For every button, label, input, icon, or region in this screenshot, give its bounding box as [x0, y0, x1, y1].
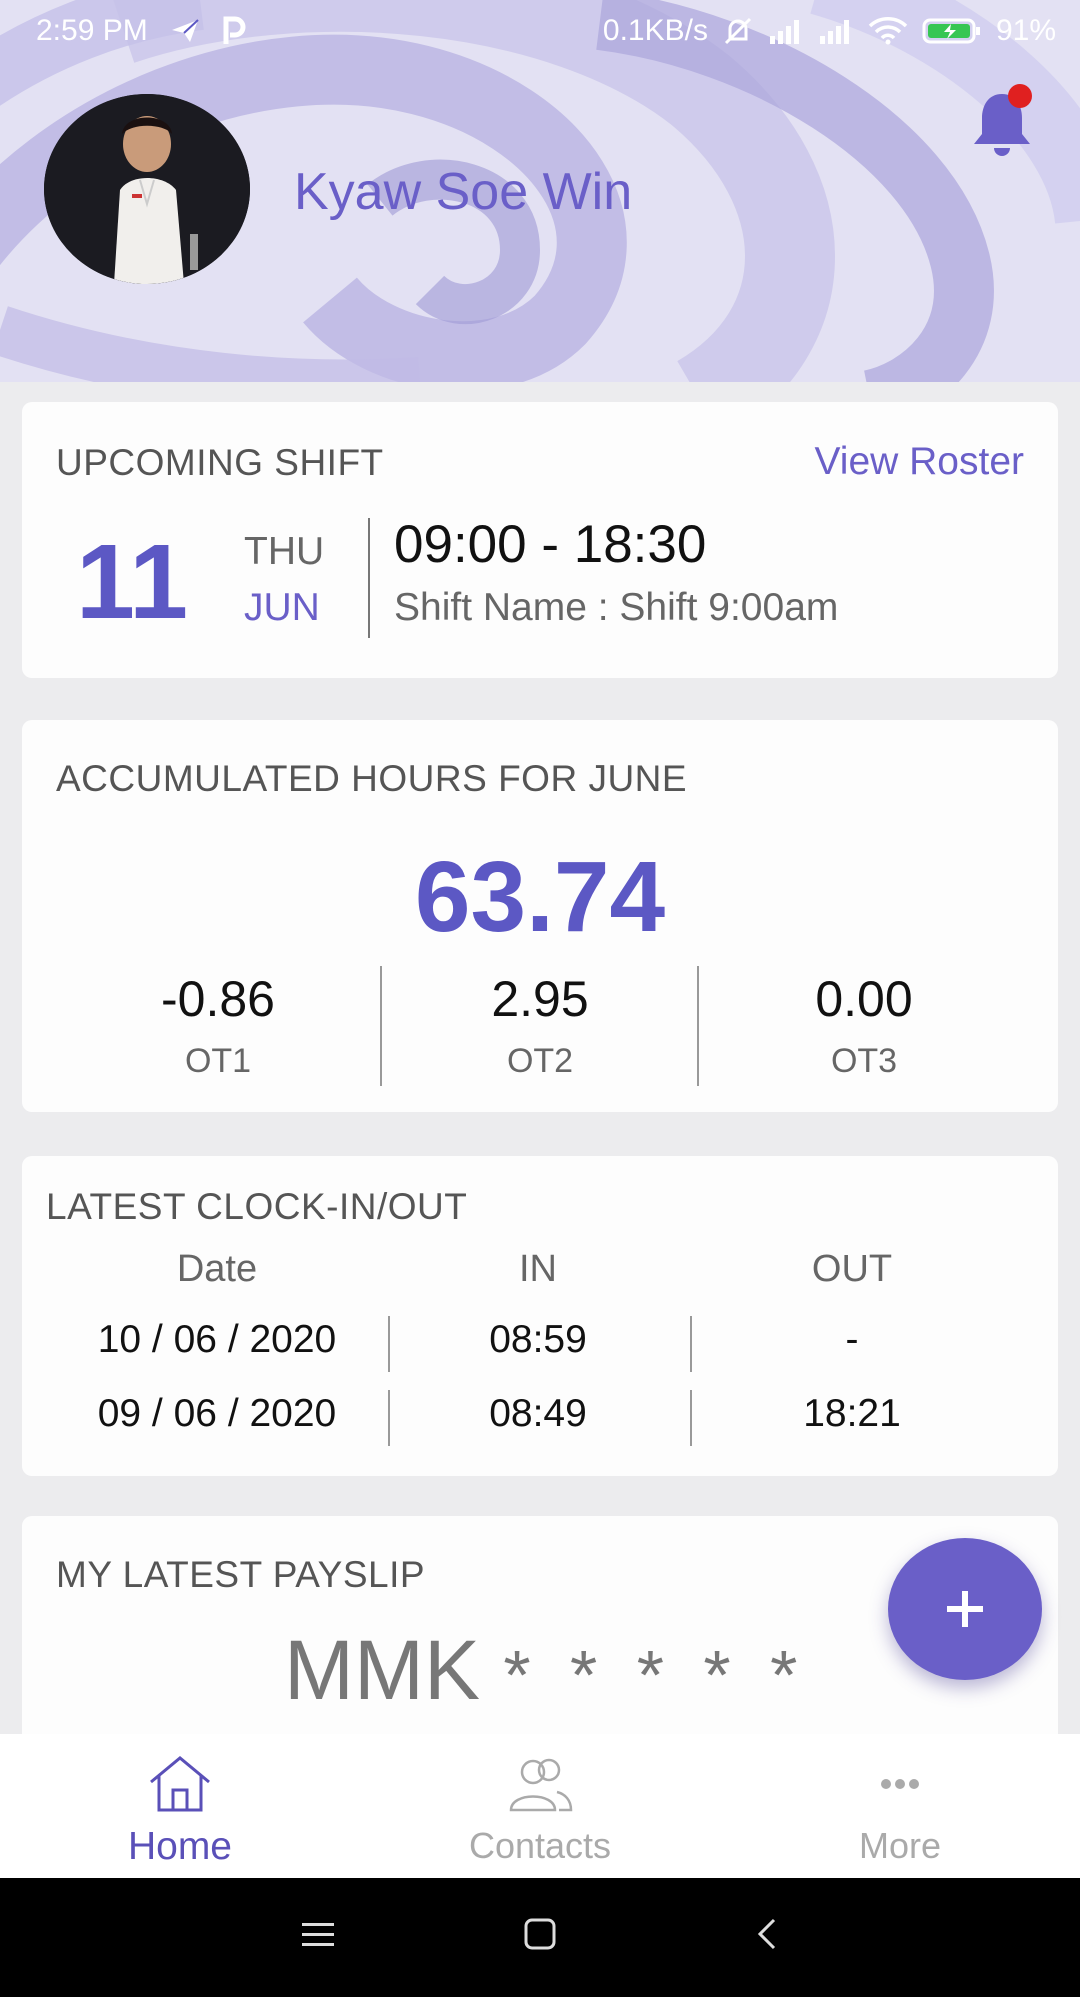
nav-contacts-label: Contacts	[468, 1825, 612, 1866]
row-out: 18:21	[803, 1392, 901, 1435]
avatar[interactable]	[44, 94, 250, 284]
divider	[380, 966, 382, 1086]
notification-dot	[1008, 84, 1032, 108]
shift-time-range: 09:00 - 18:30	[394, 515, 707, 574]
ot3-value: 0.00	[815, 971, 913, 1027]
total-hours: 63.74	[414, 841, 666, 953]
row-in: 08:59	[489, 1318, 587, 1361]
p-icon	[222, 16, 246, 46]
more-icon	[881, 1779, 919, 1789]
profile-header: 2:59 PM 0.1KB/s 9	[0, 0, 1080, 382]
bottom-navigation: Home Contacts More	[0, 1734, 1080, 1878]
divider	[697, 966, 699, 1086]
accumulated-hours-card[interactable]: ACCUMULATED HOURS FOR JUNE 63.74 -0.86 O…	[22, 720, 1058, 1112]
divider	[368, 518, 370, 638]
bell-icon	[974, 84, 1032, 156]
add-button[interactable]	[888, 1538, 1042, 1680]
ot1-column: -0.86 OT1	[58, 970, 378, 1081]
ot1-label: OT1	[184, 1042, 252, 1080]
system-navigation-bar	[0, 1878, 1080, 1997]
menu-button[interactable]	[298, 1914, 338, 1959]
column-header-date: Date	[176, 1248, 258, 1290]
ot2-label: OT2	[506, 1042, 574, 1080]
avatar-photo	[44, 94, 250, 284]
row-date: 09 / 06 / 2020	[97, 1392, 337, 1435]
home-icon	[150, 1756, 210, 1812]
payslip-title: MY LATEST PAYSLIP	[56, 1554, 426, 1595]
shift-month: JUN	[244, 586, 320, 629]
ot1-value: -0.86	[161, 971, 275, 1027]
contacts-icon	[509, 1758, 573, 1812]
row-out: -	[845, 1318, 859, 1361]
shift-weekday: THU	[244, 530, 325, 573]
row-date: 10 / 06 / 2020	[97, 1318, 337, 1361]
payslip-currency: MMK	[284, 1623, 480, 1717]
paper-plane-icon	[170, 18, 200, 44]
profile-name: Kyaw Soe Win	[294, 163, 633, 221]
status-bar: 2:59 PM 0.1KB/s 9	[0, 0, 1080, 62]
battery-charging-icon	[922, 17, 982, 45]
upcoming-shift-title: UPCOMING SHIFT	[56, 442, 384, 483]
square-icon	[524, 1918, 556, 1950]
payslip-amount: MMK * * * * *	[284, 1622, 807, 1719]
back-button[interactable]	[748, 1914, 788, 1959]
signal-icon	[768, 18, 804, 44]
ot2-value: 2.95	[491, 971, 589, 1027]
battery-percent: 91%	[995, 14, 1056, 47]
alarm-off-icon	[722, 15, 754, 47]
signal-icon	[818, 18, 854, 44]
ot3-label: OT3	[830, 1042, 898, 1080]
status-time: 2:59 PM	[36, 14, 148, 47]
plus-icon	[947, 1591, 983, 1627]
column-header-out: OUT	[811, 1248, 893, 1290]
shift-day: 11	[76, 523, 189, 641]
divider	[388, 1316, 390, 1372]
nav-more[interactable]: More	[780, 1754, 1020, 1867]
view-roster-link[interactable]: View Roster	[814, 440, 1024, 483]
shift-name: Shift Name : Shift 9:00am	[394, 586, 839, 629]
network-speed: 0.1KB/s	[602, 14, 708, 47]
home-system-button[interactable]	[520, 1914, 560, 1959]
column-header-in: IN	[519, 1248, 557, 1290]
nav-more-label: More	[858, 1825, 942, 1866]
divider	[690, 1316, 692, 1372]
accumulated-hours-title: ACCUMULATED HOURS FOR JUNE	[56, 758, 688, 799]
nav-contacts[interactable]: Contacts	[420, 1754, 660, 1867]
row-in: 08:49	[489, 1392, 587, 1435]
ot3-column: 0.00 OT3	[704, 970, 1024, 1081]
nav-home-label: Home	[127, 1825, 233, 1868]
menu-icon	[302, 1923, 334, 1946]
nav-home[interactable]: Home	[60, 1754, 300, 1869]
payslip-masked-amount: * * * * *	[503, 1636, 808, 1714]
clock-in-out-card[interactable]: LATEST CLOCK-IN/OUT Date IN OUT 10 / 06 …	[22, 1156, 1058, 1476]
payslip-card[interactable]: MY LATEST PAYSLIP MMK * * * * *	[22, 1516, 1058, 1746]
divider	[388, 1390, 390, 1446]
divider	[690, 1390, 692, 1446]
clock-in-out-title: LATEST CLOCK-IN/OUT	[46, 1186, 468, 1227]
notification-button[interactable]	[970, 84, 1034, 165]
back-icon	[757, 1918, 776, 1950]
ot2-column: 2.95 OT2	[380, 970, 700, 1081]
wifi-icon	[868, 17, 908, 45]
upcoming-shift-card[interactable]: UPCOMING SHIFT View Roster 11 THU JUN 09…	[22, 402, 1058, 678]
